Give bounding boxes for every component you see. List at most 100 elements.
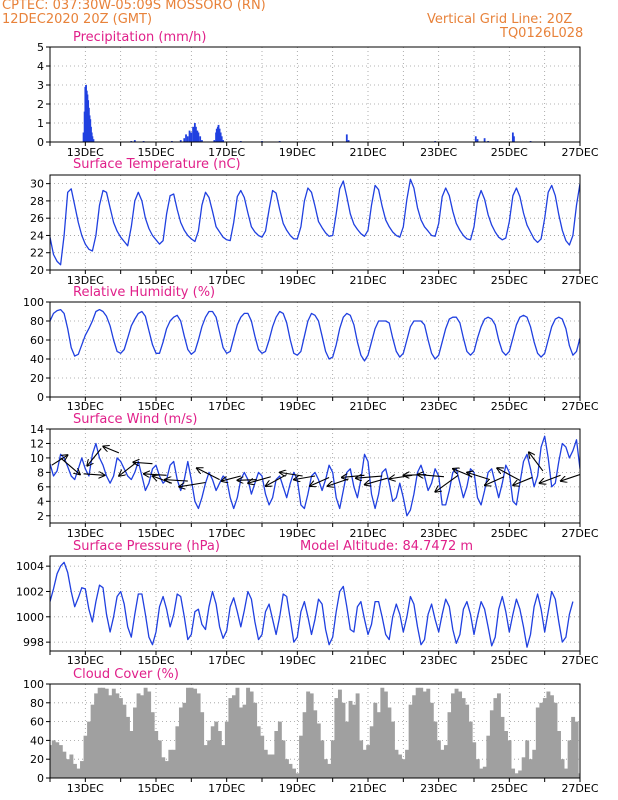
x-tick-label: 15DEC	[137, 274, 174, 287]
pres-title: Surface Pressure (hPa)	[73, 539, 220, 554]
precip-bar	[197, 132, 200, 142]
x-tick-label: 21DEC	[349, 146, 386, 159]
cloud-bar	[468, 721, 473, 778]
cloud-bar	[140, 695, 145, 778]
y-tick-label: 0	[37, 391, 44, 404]
wind-arrow	[266, 474, 287, 487]
y-tick-label: 0	[37, 136, 44, 149]
cloud-bar	[525, 740, 530, 778]
cloud-bar	[58, 745, 63, 778]
x-tick-label: 19DEC	[279, 527, 316, 540]
x-tick-label: 27DEC	[561, 146, 598, 159]
y-tick-label: 1004	[16, 560, 44, 573]
precip-bar	[222, 140, 225, 142]
cloud-bar	[284, 759, 289, 778]
cloud-bar	[429, 702, 434, 778]
cloud-bar	[479, 768, 484, 778]
cloud-bar	[270, 754, 275, 778]
cloud-bar	[62, 751, 67, 778]
cloud-bar	[104, 688, 109, 778]
wind-title: Surface Wind (m/s)	[73, 412, 197, 427]
precip-bar	[195, 126, 197, 142]
y-tick-label: 1	[37, 117, 44, 130]
x-tick-label: 13DEC	[67, 274, 104, 287]
precip-bar	[183, 138, 186, 142]
cloud-bar	[567, 740, 572, 778]
precip-bar	[188, 130, 191, 142]
y-tick-label: 20	[30, 264, 44, 277]
y-tick-label: 60	[30, 334, 44, 347]
precip-bar	[220, 136, 223, 142]
cloud-bar	[362, 749, 367, 778]
x-tick-label: 21DEC	[349, 274, 386, 287]
y-tick-label: 2	[37, 98, 44, 111]
x-tick-label: 21DEC	[349, 527, 386, 540]
cloud-bar	[235, 687, 240, 778]
cloud-bar	[380, 687, 385, 778]
y-tick-label: 2	[37, 510, 44, 523]
cloud-bar	[224, 721, 229, 778]
temp-frame	[49, 174, 581, 271]
cloud-bar	[55, 742, 60, 778]
precip-bar	[199, 136, 202, 142]
x-tick-label: 23DEC	[420, 400, 457, 413]
cloud-bar	[557, 731, 561, 778]
cloud-bar	[345, 721, 349, 778]
x-tick-label: 13DEC	[67, 782, 104, 795]
precip-bar	[196, 130, 199, 142]
x-tick-label: 27DEC	[561, 654, 598, 667]
x-tick-label: 13DEC	[67, 400, 104, 413]
wind-arrow	[485, 476, 505, 486]
rh-series-line	[50, 308, 580, 362]
cloud-bar	[337, 689, 342, 778]
cloud-bar	[189, 687, 194, 778]
cloud-bar	[454, 688, 459, 778]
cloud-bar	[249, 691, 254, 778]
x-tick-label: 17DEC	[208, 274, 245, 287]
precip-bar	[483, 138, 486, 142]
cloud-bar	[292, 768, 296, 778]
cloud-bar	[553, 702, 558, 778]
x-tick-label: 19DEC	[279, 274, 316, 287]
cloud-panel: 0 20 40 60 80 100 13DEC 15DEC 17DEC 19DEC 21DEC 23D…	[23, 667, 599, 795]
y-tick-label: 80	[30, 697, 44, 710]
precip-bar	[190, 132, 193, 142]
cloud-bar	[405, 749, 410, 778]
wind-arrow	[435, 474, 459, 492]
rh-panel: 0 20 40 60 80 100 13DEC 15DEC 17DEC 19DEC 21DEC 23D…	[23, 285, 599, 413]
cloud-bar	[546, 691, 551, 778]
cloud-bar	[390, 721, 395, 778]
cloud-bar	[111, 688, 116, 778]
x-tick-label: 13DEC	[67, 654, 104, 667]
precip-title: Precipitation (mm/h)	[73, 30, 206, 45]
y-tick-label: 40	[30, 353, 44, 366]
cloud-bar	[369, 726, 374, 778]
x-tick-label: 21DEC	[349, 400, 386, 413]
y-tick-label: 28	[30, 195, 44, 208]
wind-frame	[49, 428, 581, 524]
cloud-bar	[76, 768, 81, 778]
temp-grid	[49, 175, 581, 270]
cloud-bar	[398, 754, 402, 778]
cloud-bar	[239, 707, 243, 778]
cloud-bar	[115, 693, 120, 778]
x-tick-label: 15DEC	[137, 146, 174, 159]
wind-arrow	[561, 474, 580, 482]
cloud-bar	[564, 768, 569, 778]
x-tick-label: 19DEC	[279, 400, 316, 413]
cloud-bar	[528, 759, 533, 778]
cloud-bar	[574, 721, 579, 778]
temp-series-line	[50, 178, 580, 266]
rh-title: Relative Humidity (%)	[73, 285, 215, 300]
cloud-bar	[313, 710, 318, 778]
precip-bar	[513, 136, 515, 142]
y-tick-label: 60	[30, 716, 44, 729]
cloud-bar	[136, 693, 141, 778]
x-tick-label: 23DEC	[420, 654, 457, 667]
cloud-bar	[221, 745, 226, 778]
cloud-bar	[549, 695, 554, 778]
cloud-bar	[521, 757, 526, 778]
wind-arrow	[417, 475, 445, 477]
x-tick-label: 25DEC	[491, 654, 528, 667]
cloud-bar	[475, 759, 480, 778]
